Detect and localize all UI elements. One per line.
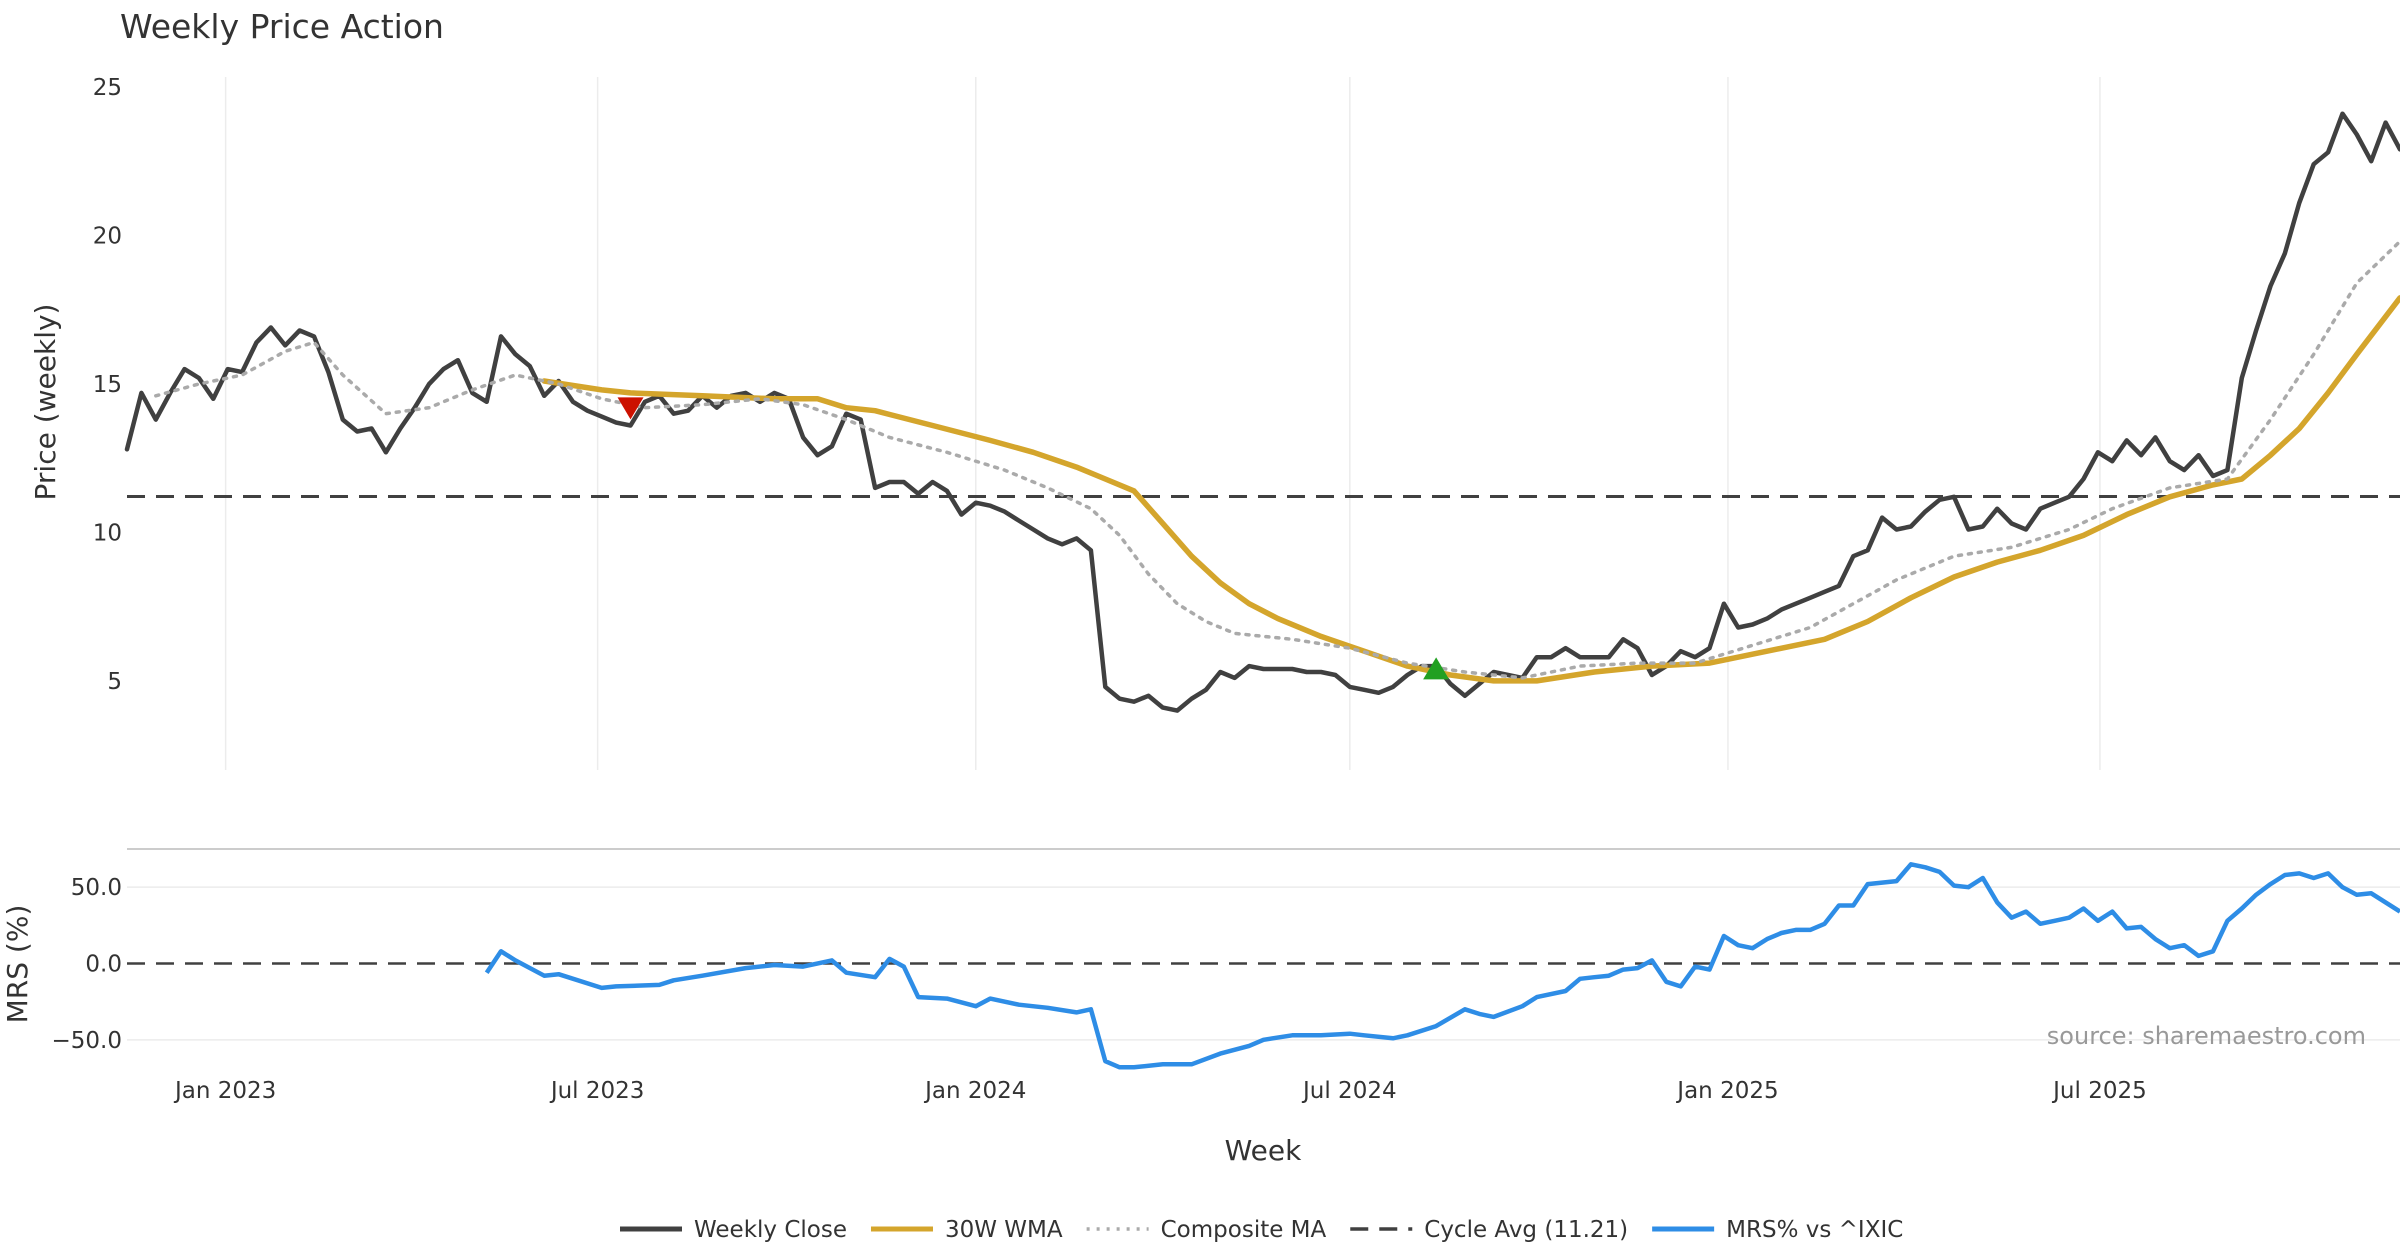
series-line-30w-wma <box>541 295 2400 684</box>
legend: Weekly Close 30W WMA Composite MA Cycle Avg… <box>620 1217 1903 1243</box>
price-y-axis-label: Price (weekly) <box>29 304 62 501</box>
legend-item: Composite MA <box>1086 1217 1327 1243</box>
legend-label: Cycle Avg (11.21) <box>1424 1217 1628 1243</box>
legend-item: Cycle Avg (11.21) <box>1350 1217 1628 1243</box>
series-line-mrs <box>484 862 2400 1070</box>
legend-label: Weekly Close <box>694 1217 847 1243</box>
legend-label: MRS% vs ^IXIC <box>1726 1217 1903 1243</box>
x-tick-label: Jul 2023 <box>549 1078 645 1104</box>
legend-label: 30W WMA <box>945 1217 1063 1243</box>
mrs-y-tick-label: 50.0 <box>71 875 122 901</box>
x-tick-label: Jul 2025 <box>2051 1078 2147 1104</box>
buy-signal-marker <box>1423 657 1450 680</box>
x-tick-label: Jan 2024 <box>923 1078 1026 1104</box>
x-axis-label: Week <box>1225 1134 1302 1167</box>
price-series-layer <box>124 111 2400 713</box>
series-line-weekly-close <box>124 111 2400 713</box>
mrs-y-axis-label: MRS (%) <box>1 905 34 1024</box>
x-tick-label: Jan 2023 <box>173 1078 276 1104</box>
sell-signal-marker <box>617 397 644 420</box>
signal-markers <box>617 397 1450 680</box>
legend-item: 30W WMA <box>870 1217 1063 1243</box>
mrs-y-tick-label: 0.0 <box>85 952 122 978</box>
x-tick-label: Jan 2025 <box>1675 1078 1778 1104</box>
x-tick-label: Jul 2024 <box>1301 1078 1397 1104</box>
legend-label: Composite MA <box>1161 1217 1327 1243</box>
mrs-y-ticks: 50.0 0.0 −50.0 <box>52 875 122 1054</box>
mrs-series-layer <box>484 862 2400 1070</box>
price-y-tick-label: 25 <box>93 75 122 101</box>
price-y-ticks: 5 10 15 20 25 <box>93 75 122 695</box>
price-y-tick-label: 5 <box>107 669 122 695</box>
series-line-composite-ma <box>154 239 2400 680</box>
chart-title: Weekly Price Action <box>120 7 444 46</box>
price-y-tick-label: 15 <box>93 372 122 398</box>
price-y-tick-label: 20 <box>93 223 122 249</box>
grid <box>127 77 2400 1041</box>
mrs-y-tick-label: −50.0 <box>52 1028 122 1054</box>
source-note: source: sharemaestro.com <box>2047 1022 2366 1050</box>
legend-item: Weekly Close <box>620 1217 847 1243</box>
x-ticks: Jan 2023 Jul 2023 Jan 2024 Jul 2024 Jan 2025… <box>173 1078 2147 1104</box>
price-y-tick-label: 10 <box>93 520 122 546</box>
legend-item: MRS% vs ^IXIC <box>1652 1217 1903 1243</box>
